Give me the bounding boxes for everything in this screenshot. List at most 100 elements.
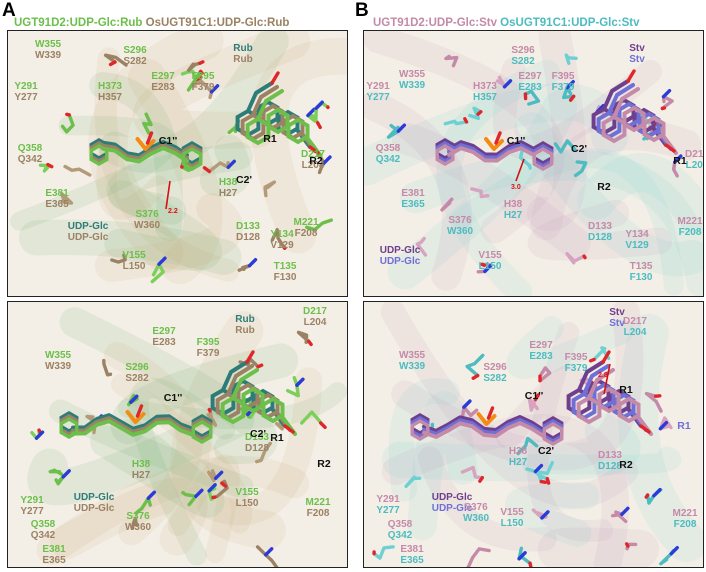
cartoon-ribbon xyxy=(380,302,639,509)
residue-label-primary: Q358 xyxy=(387,519,413,530)
residue-label: H38 H27 xyxy=(509,446,527,468)
nitrogen-atom xyxy=(226,159,236,169)
acceptor-chain xyxy=(602,79,630,111)
cartoon-ribbon xyxy=(407,391,478,541)
residue-label-secondary: E365 xyxy=(45,199,69,210)
residue-stick xyxy=(440,197,454,212)
residue-label: Q358 Q342 xyxy=(18,143,42,165)
residue-label: W355 W339 xyxy=(399,350,425,372)
residue-stick xyxy=(468,106,483,121)
residue-label: F395 F379 xyxy=(552,71,575,93)
residue-stick xyxy=(304,218,333,232)
residue-label: E381 E365 xyxy=(400,544,423,566)
residue-label-primary: V155 xyxy=(122,250,146,261)
glucose-ring xyxy=(542,419,564,443)
residue-stick xyxy=(48,468,64,476)
residue-label-secondary: D128 xyxy=(236,232,260,243)
residue-label-primary: Rub xyxy=(233,43,253,54)
udp-glc-ligand xyxy=(101,140,189,158)
residue-label: V155 L150 xyxy=(478,250,501,272)
residue-stick xyxy=(286,375,300,398)
acceptor-oxygen xyxy=(270,71,280,85)
residue-label-secondary: W339 xyxy=(398,361,426,372)
glucose-ring xyxy=(191,417,213,441)
oxygen-atom xyxy=(582,254,587,260)
cartoon-ribbon xyxy=(170,311,286,550)
residue-label: Y291 Y277 xyxy=(376,494,399,516)
residue-label: S376 W360 xyxy=(125,511,151,533)
residue-label-primary: UDP-Glc xyxy=(431,492,473,503)
residue-label-primary: Q358 xyxy=(17,143,43,154)
nitrogen-atom xyxy=(462,399,472,409)
residue-label: M221 F208 xyxy=(305,497,330,519)
udp-glc-ligand xyxy=(71,416,195,434)
nitrogen-atom xyxy=(213,470,224,481)
cartoon-ribbon xyxy=(132,31,311,149)
residue-label-secondary: W360 xyxy=(462,513,490,524)
residue-label-secondary: Y277 xyxy=(366,92,390,103)
oxygen-atom xyxy=(319,421,327,430)
residue-stick xyxy=(460,465,485,480)
udp-glc-ligand xyxy=(447,140,535,157)
oxygen-atom xyxy=(108,60,117,67)
nitrogen-atom xyxy=(146,490,157,500)
residue-label-secondary: H27 xyxy=(131,470,151,481)
residue-label: S296 S282 xyxy=(125,362,148,384)
oxygen-atom xyxy=(471,373,480,380)
oxygen-atom xyxy=(528,561,533,567)
residue-label-secondary: Y277 xyxy=(376,505,400,516)
residue-label-primary: M221 xyxy=(305,497,331,508)
residue-label: Stv Stv xyxy=(609,307,625,329)
residue-label-secondary: W360 xyxy=(124,522,152,533)
atom-position-label: C1'' xyxy=(158,135,178,147)
molecular-structure-graphic xyxy=(364,302,703,567)
residue-label-primary: F395 xyxy=(191,71,215,82)
residue-label: M221 F208 xyxy=(293,217,318,239)
residue-label: Stv Stv xyxy=(629,43,645,65)
acceptor-chain xyxy=(251,85,279,117)
residue-label-primary: Y134 xyxy=(270,229,294,240)
uracil-ring xyxy=(435,144,455,166)
oxygen-atom xyxy=(220,481,228,488)
acceptor-ring xyxy=(617,396,641,424)
uracil-ring xyxy=(410,416,430,438)
cartoon-ribbon xyxy=(364,31,565,244)
phosphate-group xyxy=(125,410,146,424)
cartoon-ribbon xyxy=(527,321,614,542)
residue-label-primary: S376 xyxy=(448,215,472,226)
residue-label-secondary: E283 xyxy=(152,337,176,348)
residue-stick xyxy=(372,545,395,560)
acceptor-ring xyxy=(642,115,666,143)
cartoon-ribbon xyxy=(417,446,557,552)
nitrogen-atom xyxy=(263,547,274,557)
atom-position-label: R2 xyxy=(309,155,323,167)
residue-stick xyxy=(644,391,663,413)
nitrogen-atom xyxy=(247,257,258,268)
residue-stick xyxy=(60,113,75,134)
residue-label: S296 S282 xyxy=(483,362,506,384)
cartoon-ribbon xyxy=(27,400,255,506)
oxygen-atom xyxy=(207,407,212,413)
residue-label-primary: M221 xyxy=(672,508,698,519)
atom-position-label: R1 xyxy=(270,432,284,444)
cartoon-ribbon xyxy=(526,31,587,231)
residue-label: E297 E283 xyxy=(151,71,174,93)
oxygen-atom xyxy=(463,117,469,124)
udp-glc-ligand xyxy=(447,143,535,160)
residue-stick xyxy=(38,162,51,173)
glucose-ring xyxy=(532,147,554,171)
residue-label-secondary: UDP-Glc xyxy=(431,503,473,514)
background xyxy=(8,31,347,296)
residue-label-primary: V155 xyxy=(500,507,524,518)
acceptor-ring xyxy=(597,386,621,414)
distance-label: 2.2 xyxy=(168,208,178,215)
phosphate-group xyxy=(484,137,504,151)
residue-label-secondary: W339 xyxy=(34,50,62,61)
residue-label-primary: Y134 xyxy=(625,229,649,240)
oxygen-atom xyxy=(644,493,650,499)
residue-stick xyxy=(254,441,272,464)
residue-label-secondary: H27 xyxy=(218,188,238,199)
uracil-ring xyxy=(435,138,455,160)
residue-label: UDP-Glc UDP-Glc xyxy=(68,221,109,243)
cartoon-ribbon xyxy=(59,307,278,465)
